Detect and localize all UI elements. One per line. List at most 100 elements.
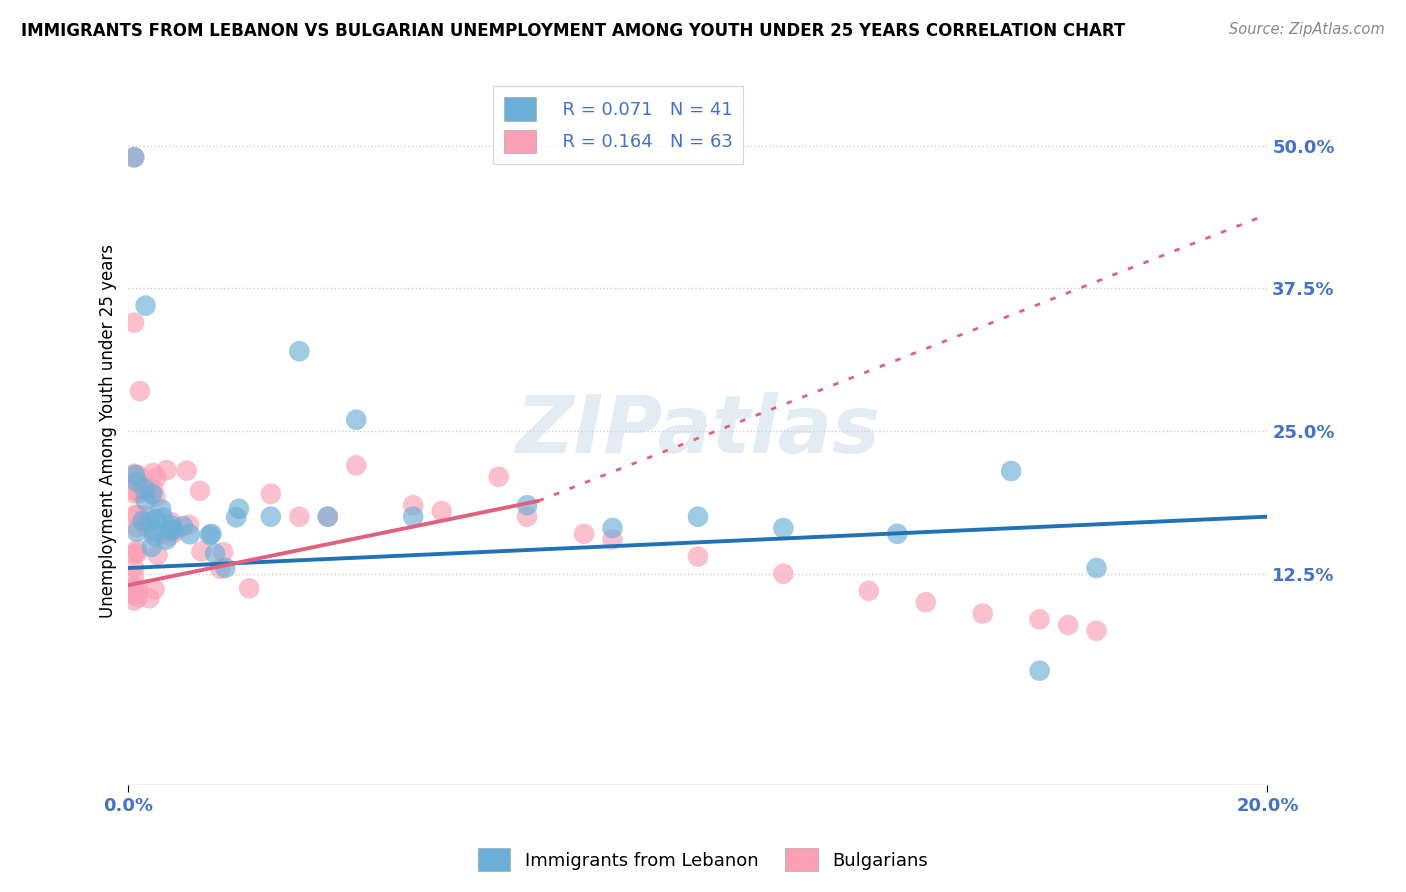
Point (204, 547, 226, 561)
Point (127, 508, 149, 523)
Point (162, 523, 184, 537)
Point (1028, 664, 1050, 678)
Point (122, 316, 145, 330)
Point (200, 527, 222, 541)
Point (136, 520, 159, 534)
Point (124, 508, 146, 522)
Point (124, 580, 146, 594)
Point (143, 582, 166, 597)
Point (146, 548, 169, 562)
Point (160, 518, 183, 533)
Point (159, 529, 181, 543)
Point (155, 533, 177, 547)
Point (316, 509, 339, 524)
Point (141, 487, 163, 501)
Point (122, 150, 145, 164)
Point (225, 510, 247, 524)
Point (858, 583, 880, 598)
Point (914, 595, 936, 609)
Point (172, 519, 194, 533)
Point (141, 540, 163, 554)
Point (127, 591, 149, 605)
Point (159, 523, 181, 537)
Point (125, 520, 148, 534)
Point (1057, 618, 1080, 632)
Point (122, 547, 145, 561)
Point (152, 527, 174, 541)
Point (402, 498, 425, 512)
Point (142, 466, 165, 480)
Point (260, 509, 283, 524)
Point (516, 509, 538, 524)
Y-axis label: Unemployment Among Youth under 25 years: Unemployment Among Youth under 25 years (100, 244, 117, 618)
Point (128, 583, 150, 598)
Point (135, 299, 157, 313)
Point (128, 384, 150, 399)
Point (128, 486, 150, 500)
Point (163, 525, 186, 540)
Point (138, 480, 160, 494)
Point (686, 509, 709, 524)
Point (288, 509, 311, 524)
Point (125, 542, 148, 557)
Point (402, 509, 425, 524)
Point (122, 580, 145, 594)
Point (132, 484, 155, 499)
Point (772, 566, 794, 581)
Point (572, 526, 595, 541)
Point (516, 498, 538, 512)
Point (214, 561, 236, 575)
Point (145, 470, 167, 484)
Point (344, 458, 367, 473)
Point (142, 483, 165, 497)
Point (1000, 464, 1022, 478)
Point (138, 515, 160, 529)
Point (135, 493, 157, 508)
Point (198, 528, 221, 542)
Point (122, 467, 145, 481)
Point (260, 487, 283, 501)
Point (134, 508, 156, 523)
Point (238, 582, 260, 596)
Point (122, 569, 145, 583)
Point (176, 464, 198, 478)
Point (1028, 612, 1050, 626)
Point (145, 512, 167, 526)
Point (131, 514, 153, 528)
Point (124, 467, 146, 482)
Point (127, 468, 149, 483)
Point (344, 413, 367, 427)
Point (152, 510, 174, 524)
Point (124, 486, 146, 500)
Point (125, 475, 148, 489)
Point (134, 482, 156, 496)
Point (125, 524, 148, 539)
Point (772, 521, 794, 535)
Point (316, 509, 339, 524)
Point (1085, 561, 1108, 575)
Point (143, 524, 166, 538)
Point (488, 469, 510, 483)
Point (122, 593, 145, 607)
Point (602, 533, 624, 547)
Point (127, 546, 149, 560)
Point (156, 463, 179, 477)
Point (1085, 624, 1108, 638)
Point (138, 591, 160, 606)
Point (212, 545, 235, 559)
Point (288, 344, 311, 359)
Point (602, 521, 624, 535)
Point (228, 501, 250, 516)
Point (145, 490, 167, 504)
Point (122, 483, 145, 498)
Point (179, 527, 201, 541)
Point (430, 504, 453, 518)
Point (160, 516, 183, 530)
Point (143, 529, 166, 543)
Text: Source: ZipAtlas.com: Source: ZipAtlas.com (1229, 22, 1385, 37)
Text: ZIPatlas: ZIPatlas (516, 392, 880, 470)
Point (122, 561, 145, 575)
Point (122, 150, 145, 164)
Point (150, 502, 173, 516)
Point (177, 517, 200, 532)
